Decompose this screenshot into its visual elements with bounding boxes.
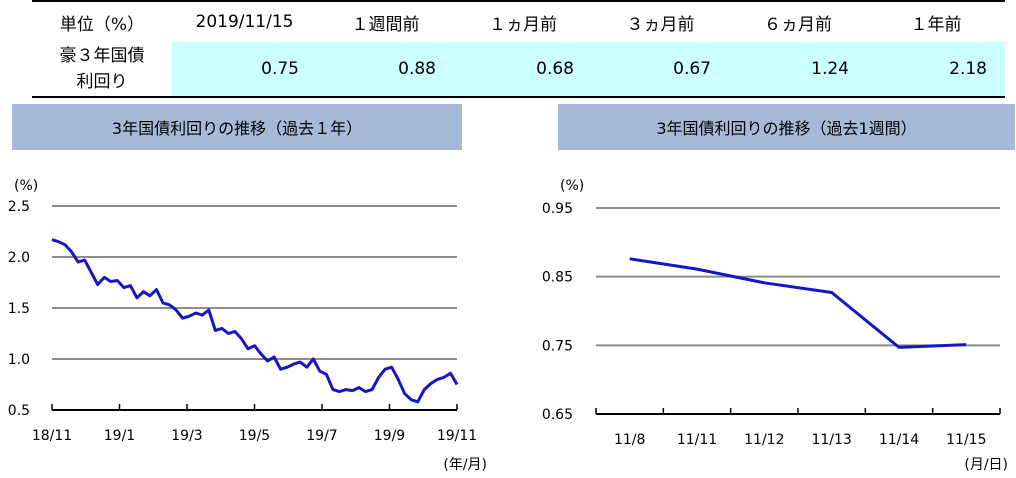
y-tick-label: 0.85: [542, 270, 573, 286]
x-tick-label: 19/1: [104, 428, 135, 444]
y-tick-label: 2.0: [8, 250, 30, 266]
chart-1-title: 3年国債利回りの推移（過去１年）: [12, 104, 462, 150]
x-tick-label: 11/13: [811, 432, 851, 448]
row-label-line-2: 利回り: [76, 72, 128, 92]
row-label: 豪３年国債利回り: [32, 42, 172, 98]
one-month-ago-header: １ヵ月前: [454, 0, 592, 42]
x-tick-label: 18/11: [32, 428, 72, 444]
x-tick-label: 19/11: [437, 428, 477, 444]
yield-summary-table: 単位（%） 2019/11/15 １週間前 １ヵ月前 ３ヵ月前 ６ヵ月前 １年前…: [32, 0, 1005, 98]
y-tick-label: 1.0: [8, 352, 30, 368]
unit-header: 単位（%）: [32, 0, 172, 42]
six-months-ago-header: ６ヵ月前: [729, 0, 867, 42]
one-year-ago-header: １年前: [867, 0, 1005, 42]
y-tick-label: 0.65: [542, 407, 573, 423]
x-tick-label: 11/11: [677, 432, 717, 448]
y-tick-label: 0.95: [542, 201, 573, 217]
chart-2-title: 3年国債利回りの推移（過去1週間）: [558, 104, 1015, 150]
yield-line: [51, 238, 459, 404]
three-months-ago-header: ３ヵ月前: [592, 0, 729, 42]
x-tick-label: 19/9: [374, 428, 405, 444]
x-tick-label: 11/15: [946, 432, 986, 448]
x-tick-label: 19/7: [306, 428, 337, 444]
value-current: 0.75: [172, 42, 317, 98]
x-tick-label: 19/5: [239, 428, 270, 444]
x-tick-label: 11/14: [879, 432, 919, 448]
date-header: 2019/11/15: [172, 0, 317, 42]
x-tick-label: 19/3: [171, 428, 202, 444]
value-six-months-ago: 1.24: [729, 42, 867, 98]
y-tick-label: 0.5: [8, 403, 30, 419]
y-tick-label: 1.5: [8, 301, 30, 317]
y-axis-unit: (%): [560, 178, 584, 194]
y-axis-unit: (%): [14, 178, 38, 194]
value-one-week-ago: 0.88: [317, 42, 454, 98]
value-three-months-ago: 0.67: [592, 42, 729, 98]
one-week-yield-chart: 0.65 0.75 0.85 0.95 11/8 11/11 11/12 11/13 11/14…: [542, 178, 1008, 473]
x-axis-unit: (月/日): [964, 457, 1008, 473]
x-tick-label: 11/8: [614, 432, 645, 448]
x-tick-label: 11/12: [744, 432, 784, 448]
y-tick-label: 0.75: [542, 338, 573, 354]
x-axis-unit: (年/月): [443, 457, 487, 473]
y-tick-label: 2.5: [8, 199, 30, 215]
row-label-line-1: 豪３年国債: [59, 46, 145, 66]
value-one-month-ago: 0.68: [454, 42, 592, 98]
value-one-year-ago: 2.18: [867, 42, 1005, 98]
yield-line: [629, 257, 967, 349]
one-week-ago-header: １週間前: [317, 0, 454, 42]
one-year-yield-chart: 0.5 1.0 1.5 2.0 2.5 18/11 19/1 19/3 19/5 19/7 19/9…: [8, 178, 487, 473]
